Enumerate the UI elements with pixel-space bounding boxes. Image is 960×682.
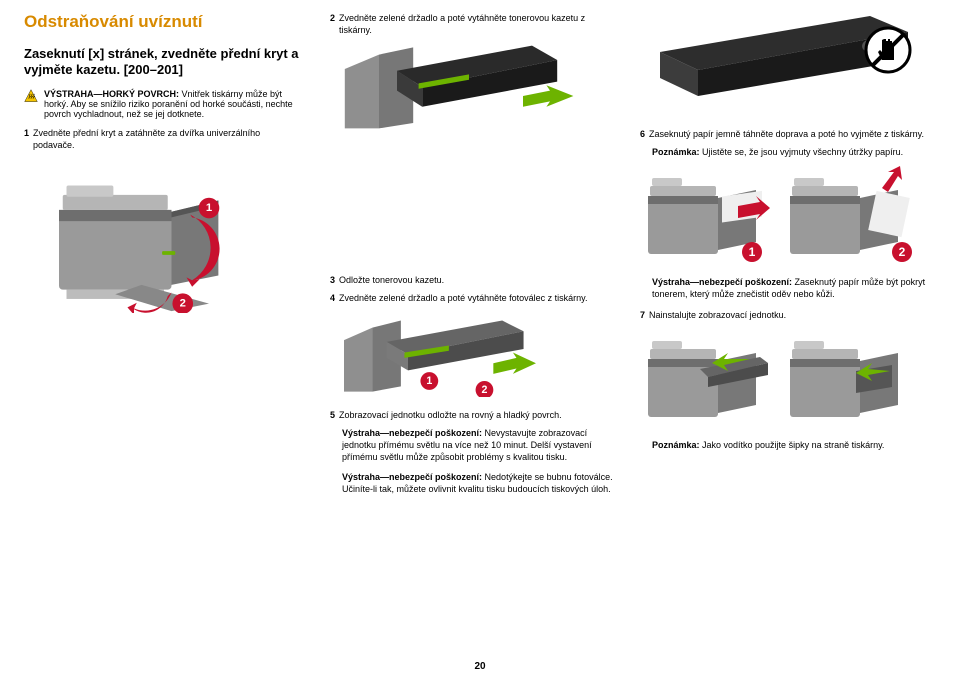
step-number: 3 [330,274,335,286]
jam-pull-illustration-2: 2 [782,166,912,266]
paper-jam-images: 1 2 [640,166,940,266]
step-text: Zvedněte zelené držadlo a poté vytáhněte… [339,292,587,304]
step-text: Zvedněte přední kryt a zatáhněte za dvíř… [33,127,304,151]
install-illustration-2 [782,329,912,429]
note-label: Poznámka: [652,147,700,157]
page-number: 20 [0,661,960,672]
step-5: 5 Zobrazovací jednotku odložte na rovný … [330,409,620,421]
install-illustration-1 [640,329,770,429]
warning-5a: Výstraha—nebezpečí poškození: Nevystavuj… [342,427,620,463]
step-7: 7 Nainstalujte zobrazovací jednotku. [640,309,940,321]
callout-1: 1 [426,375,432,387]
step-text: Zvedněte zelené držadlo a poté vytáhněte… [339,12,620,36]
warning-label: Výstraha—nebezpečí poškození: [342,428,482,438]
warning-5b: Výstraha—nebezpečí poškození: Nedotýkejt… [342,471,620,495]
note-7: Poznámka: Jako vodítko použijte šipky na… [652,439,940,451]
step-1: 1 Zvedněte přední kryt a zatáhněte za dv… [24,127,304,151]
warning-label: Výstraha—nebezpečí poškození: [342,472,482,482]
note-label: Poznámka: [652,440,700,450]
install-unit-images [640,329,940,429]
imaging-unit-remove-illustration: 1 2 [330,317,550,397]
column-middle: 2 Zvedněte zelené držadlo a poté vytáhně… [330,12,620,503]
callout-2: 2 [481,383,487,395]
caution-label: VÝSTRAHA—HORKÝ POVRCH: [44,89,179,99]
callout-1: 1 [206,202,212,214]
step-text: Zaseknutý papír jemně táhněte doprava a … [649,128,924,140]
section-heading: Zaseknutí [x] stránek, zvedněte přední k… [24,46,304,79]
step-text: Nainstalujte zobrazovací jednotku. [649,309,786,321]
step-number: 6 [640,128,645,140]
column-left: Odstraňování uvíznutí Zaseknutí [x] strá… [24,12,304,315]
note-text: Ujistěte se, že jsou vyjmuty všechny útr… [700,147,904,157]
printer-open-illustration: 1 2 [24,163,244,313]
step-number: 5 [330,409,335,421]
hot-surface-icon [24,89,38,103]
warning-6: Výstraha—nebezpečí poškození: Zaseknutý … [652,276,940,300]
step-6: 6 Zaseknutý papír jemně táhněte doprava … [640,128,940,140]
warning-label: Výstraha—nebezpečí poškození: [652,277,792,287]
step-number: 1 [24,127,29,139]
step-text: Odložte tonerovou kazetu. [339,274,444,286]
step-number: 2 [330,12,335,24]
toner-remove-illustration [330,42,590,132]
step-number: 7 [640,309,645,321]
callout-2: 2 [180,297,186,309]
callout-1: 1 [749,245,756,259]
note-6: Poznámka: Ujistěte se, že jsou vyjmuty v… [652,146,940,158]
note-text: Jako vodítko použijte šipky na straně ti… [700,440,885,450]
column-right: 6 Zaseknutý papír jemně táhněte doprava … [640,12,940,459]
no-touch-icon [864,26,912,74]
callout-2: 2 [899,245,906,259]
step-text: Zobrazovací jednotku odložte na rovný a … [339,409,562,421]
caution-text: VÝSTRAHA—HORKÝ POVRCH: Vnitřek tiskárny … [44,89,304,119]
jam-pull-illustration-1: 1 [640,166,770,266]
step-4: 4 Zvedněte zelené držadlo a poté vytáhně… [330,292,620,304]
caution-block: VÝSTRAHA—HORKÝ POVRCH: Vnitřek tiskárny … [24,89,304,119]
page-title: Odstraňování uvíznutí [24,12,304,32]
step-3: 3 Odložte tonerovou kazetu. [330,274,620,286]
step-number: 4 [330,292,335,304]
step-2: 2 Zvedněte zelené držadlo a poté vytáhně… [330,12,620,36]
